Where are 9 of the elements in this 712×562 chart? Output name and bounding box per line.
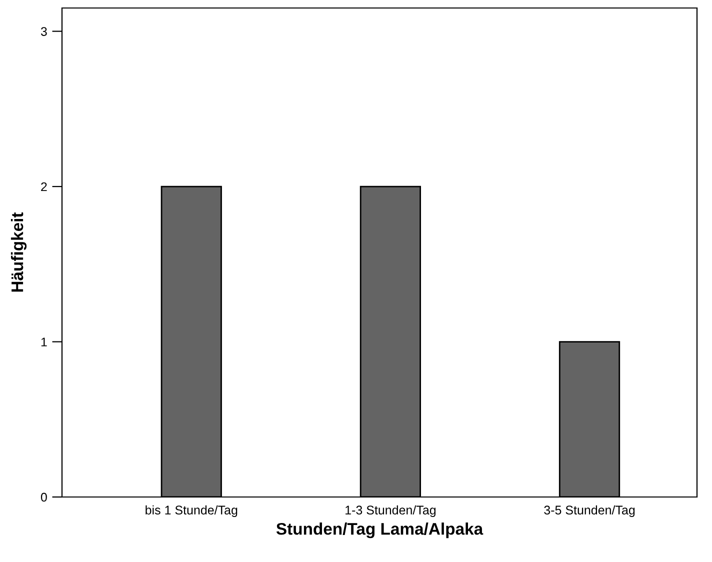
x-tick-label: 3-5 Stunden/Tag <box>544 505 635 517</box>
y-axis-title: Häufigkeit <box>10 212 27 292</box>
y-tick-label: 1 <box>41 338 47 346</box>
y-tick-label: 3 <box>40 27 47 36</box>
y-tick-label: 0 <box>40 492 47 502</box>
x-tick-label: 1-3 Stunden/Tag <box>346 505 436 517</box>
x-tick-label: bis 1 Stunde/Tag <box>146 505 238 517</box>
y-tick-label: 2 <box>41 182 47 192</box>
x-axis-title: Stunden/Tag Lama/Alpaka <box>276 522 484 538</box>
